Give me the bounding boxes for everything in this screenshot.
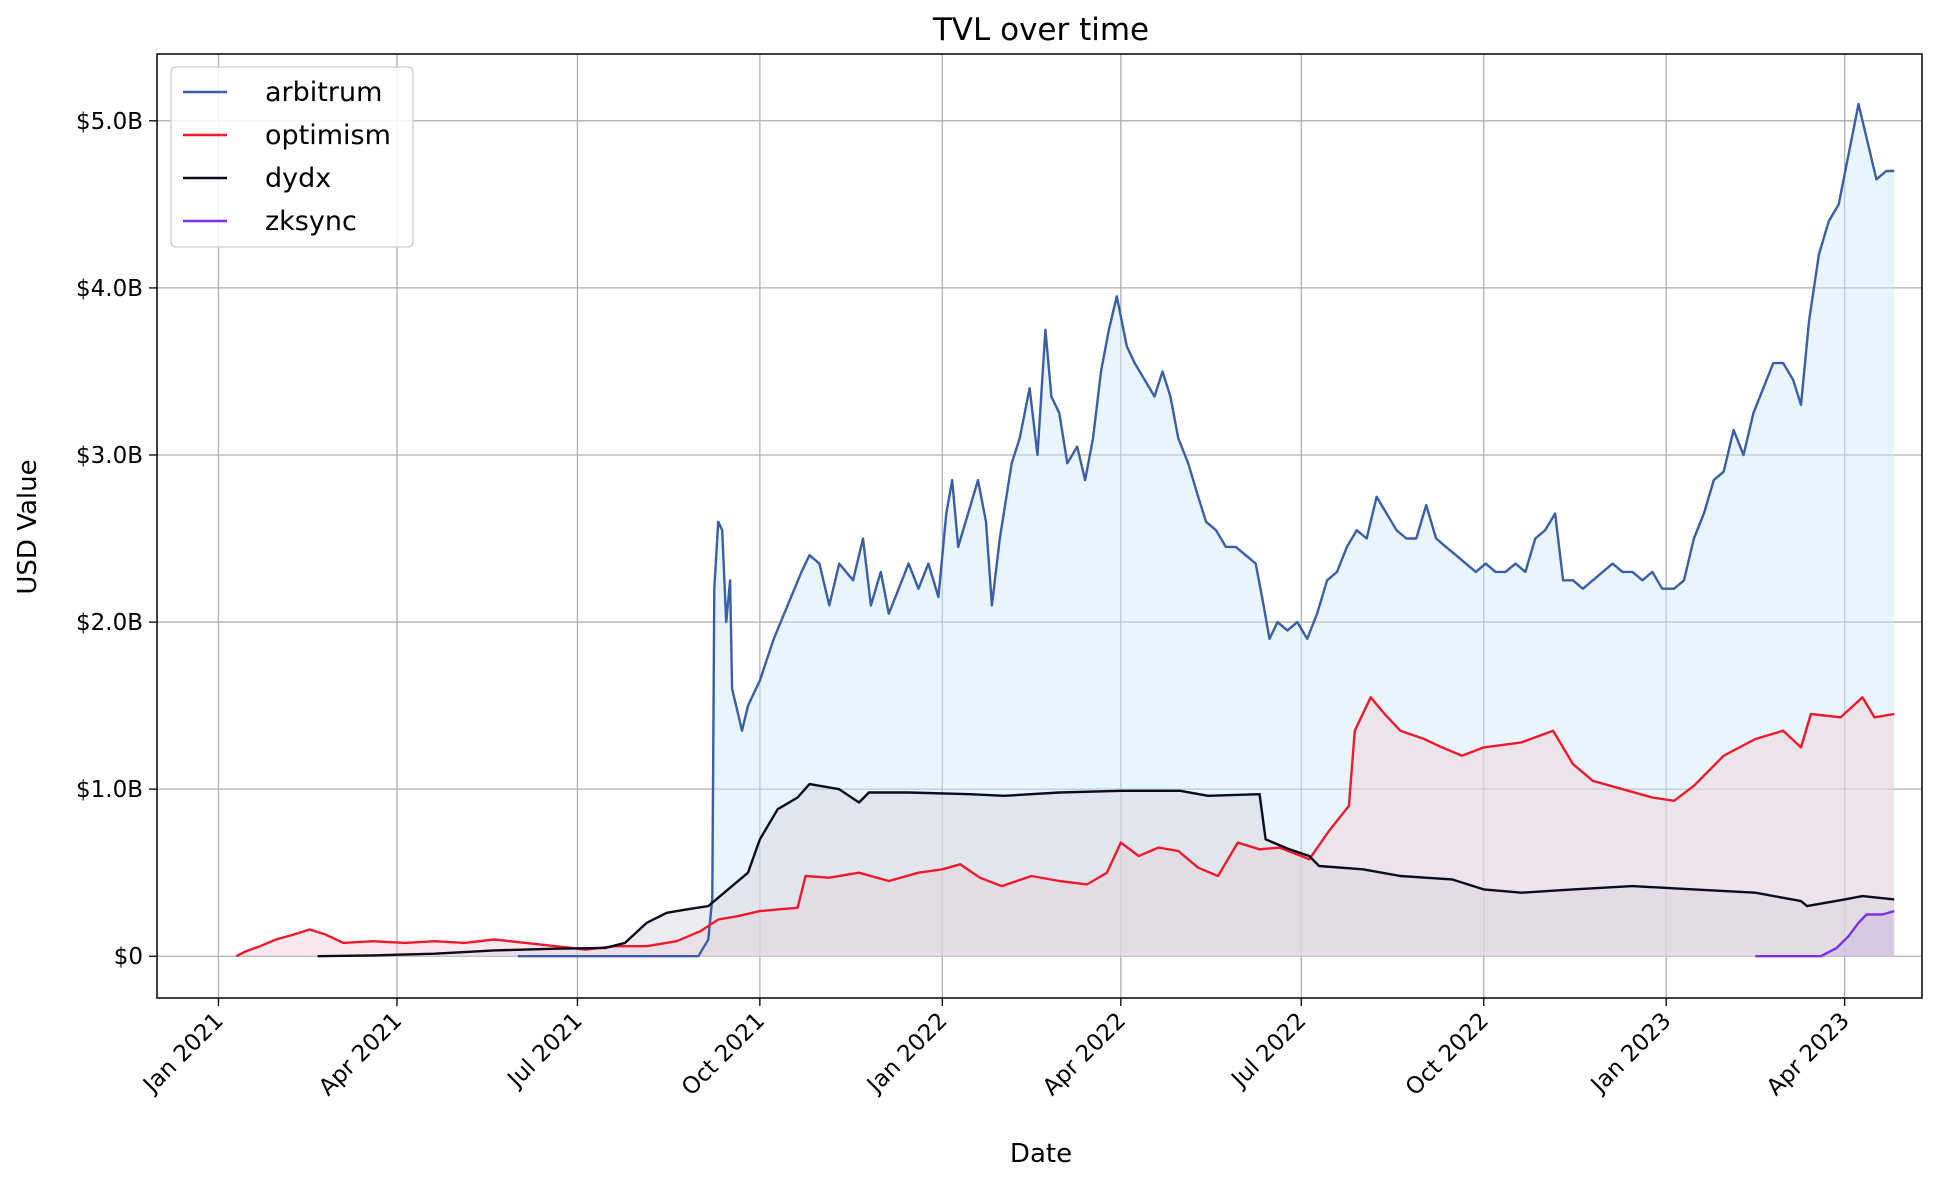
legend-label-optimism: optimism: [265, 120, 391, 151]
y-axis: $0 $1.0B $2.0B $3.0B $4.0B $5.0B: [76, 109, 157, 970]
plot-frame: [156, 53, 1923, 999]
optimism-line: [235, 696, 1895, 958]
legend-label-dydx: dydx: [265, 163, 331, 194]
y-axis-title: USD Value: [13, 459, 43, 594]
series-lines: [235, 102, 1895, 958]
y-tick-label: $3.0B: [76, 443, 143, 469]
x-axis-title: Date: [1010, 1139, 1072, 1169]
y-tick-label: $5.0B: [76, 109, 143, 135]
legend-box: [170, 66, 414, 248]
zksync-line: [1755, 909, 1895, 958]
legend-label-zksync: zksync: [265, 206, 357, 237]
chart-title: TVL over time: [932, 12, 1149, 48]
legend: arbitrum optimism dydx zksync: [170, 66, 414, 248]
optimism-area: [236, 697, 1895, 957]
y-tick-label: $2.0B: [76, 610, 143, 636]
y-tick-label: $0: [114, 944, 143, 970]
y-tick-label: $4.0B: [76, 276, 143, 302]
arbitrum-line: [517, 102, 1895, 958]
y-tick-label: $1.0B: [76, 777, 143, 803]
arbitrum-area: [517, 104, 1895, 957]
grid: [157, 54, 1922, 998]
dydx-line: [317, 782, 1895, 958]
legend-label-arbitrum: arbitrum: [265, 77, 382, 108]
